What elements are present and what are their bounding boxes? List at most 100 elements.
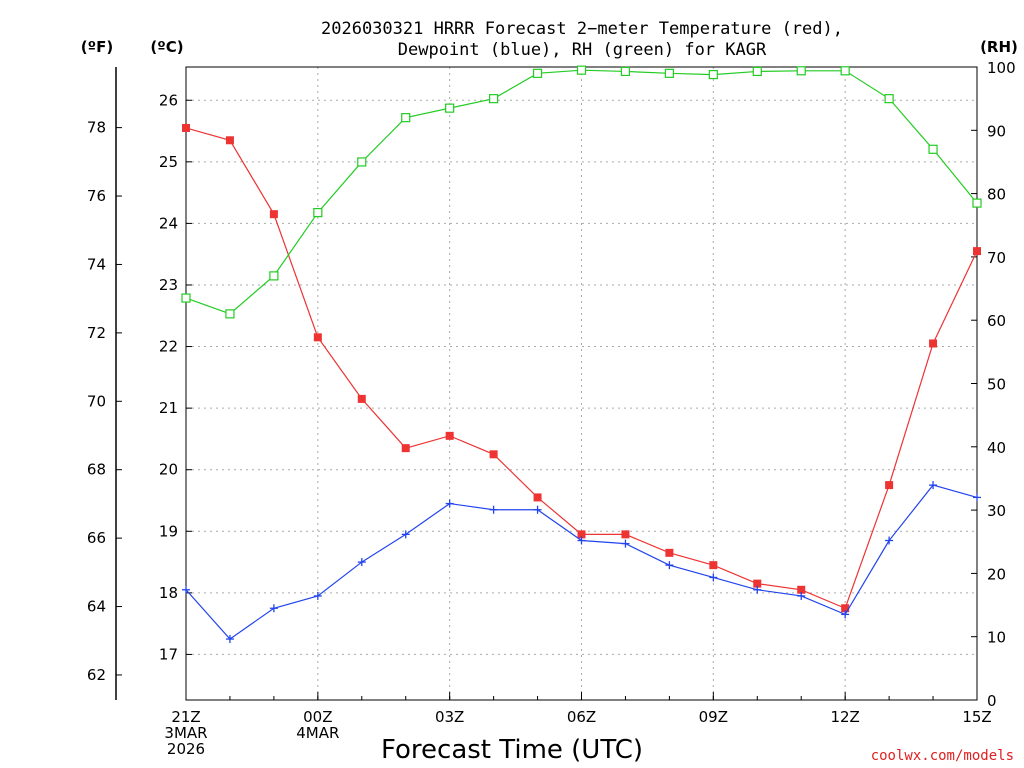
dewpoint-point (665, 561, 674, 570)
rh-point (664, 68, 674, 78)
celsius-tick-label: 20 (159, 461, 178, 479)
rh-point (532, 68, 543, 78)
x-tick-label: 09Z (699, 708, 728, 726)
rh-point (752, 66, 762, 77)
rh-point (489, 94, 499, 104)
fahrenheit-tick-label: 78 (87, 119, 106, 137)
dewpoint-point (577, 536, 586, 545)
fahrenheit-unit-label: (ºF) (81, 38, 113, 56)
rh-point (269, 271, 279, 281)
rh-point (401, 113, 411, 123)
rh-tick-label: 10 (987, 629, 1006, 647)
dewpoint-point (753, 585, 762, 594)
dewpoint-point (401, 530, 410, 539)
dewpoint-point (357, 558, 366, 567)
x-axis-label: Forecast Time (UTC) (381, 735, 643, 765)
dewpoint-point (709, 573, 718, 582)
dewpoint-point (973, 493, 981, 502)
rh-tick-label: 30 (987, 502, 1006, 520)
fahrenheit-tick-label: 74 (87, 255, 106, 273)
rh-ticks: 0 10 20 30 40 50 60 70 80 90 100 (971, 59, 1016, 710)
celsius-tick-label: 25 (159, 153, 178, 171)
dewpoint-point (885, 536, 894, 545)
temperature-point (577, 530, 586, 539)
x-tick-label: 21Z (171, 708, 200, 726)
celsius-ticks: 17 18 19 20 21 22 23 24 25 26 (159, 91, 192, 663)
temperature-point (885, 481, 894, 490)
rh-point (972, 198, 982, 208)
fahrenheit-tick-label: 64 (87, 598, 106, 616)
dewpoint-point (929, 481, 938, 490)
celsius-unit-label: (ºC) (150, 38, 183, 56)
temperature-point (621, 530, 630, 539)
temperature-point (533, 493, 542, 502)
x-tick-label: 4MAR (296, 724, 339, 742)
rh-point (313, 207, 323, 218)
temperature-point (225, 136, 234, 145)
rh-tick-label: 90 (987, 122, 1006, 140)
chart-title-line-1: 2026030321 HRRR Forecast 2−meter Tempera… (321, 19, 843, 39)
fahrenheit-tick-label: 66 (87, 529, 106, 547)
series-layer (181, 65, 982, 644)
rh-tick-label: 70 (987, 249, 1006, 267)
x-tick-label: 12Z (830, 708, 859, 726)
dewpoint-point (797, 591, 806, 600)
dewpoint-point (841, 610, 850, 619)
x-tick-label: 2026 (167, 740, 205, 758)
celsius-tick-label: 23 (159, 276, 178, 294)
temperature-point (445, 431, 454, 440)
temperature-point (313, 333, 322, 342)
celsius-tick-label: 22 (159, 338, 178, 356)
temperature-point (489, 450, 498, 459)
dewpoint-point (533, 505, 542, 514)
fahrenheit-ticks: 62 64 66 68 70 72 74 76 78 (87, 119, 122, 684)
rh-point (884, 94, 894, 104)
dewpoint-point (313, 591, 322, 600)
x-tick-label: 06Z (567, 708, 596, 726)
rh-unit-label: (RH) (980, 38, 1018, 56)
dewpoint-point (489, 505, 498, 514)
rh-tick-label: 80 (987, 186, 1006, 204)
dewpoint-point (445, 499, 454, 508)
dewpoint-point (621, 539, 630, 548)
dewpoint-series-line (185, 484, 978, 640)
site-credit: coolwx.com/models (871, 748, 1014, 764)
rh-tick-label: 40 (987, 439, 1006, 457)
rh-point (181, 293, 191, 303)
celsius-tick-label: 19 (159, 522, 178, 540)
rh-tick-label: 50 (987, 376, 1006, 394)
temperature-point (709, 561, 718, 570)
chart-title-line-2: Dewpoint (blue), RH (green) for KAGR (398, 40, 767, 60)
x-tick-label: 00Z (303, 708, 332, 726)
rh-point (225, 309, 235, 319)
celsius-tick-label: 17 (159, 645, 178, 663)
temperature-point (753, 579, 762, 588)
celsius-tick-label: 26 (159, 91, 178, 109)
temperature-point (401, 444, 410, 453)
temperature-point (357, 394, 366, 403)
temperature-point (797, 585, 806, 594)
temperature-point (665, 548, 674, 557)
fahrenheit-tick-label: 70 (87, 392, 106, 410)
fahrenheit-tick-label: 62 (87, 666, 106, 684)
rh-tick-label: 20 (987, 565, 1006, 583)
temperature-point (182, 123, 190, 132)
temperature-point (973, 247, 981, 256)
rh-point (708, 69, 718, 80)
celsius-tick-label: 21 (159, 399, 178, 417)
rh-tick-label: 0 (987, 692, 997, 710)
x-tick-label: 03Z (435, 708, 464, 726)
fahrenheit-tick-label: 68 (87, 461, 106, 479)
rh-point (928, 144, 938, 154)
fahrenheit-tick-label: 72 (87, 324, 106, 342)
rh-point (357, 157, 367, 167)
rh-tick-label: 60 (987, 312, 1006, 330)
rh-point (620, 66, 631, 77)
temperature-point (929, 339, 938, 348)
rh-point (796, 66, 806, 76)
rh-point (840, 66, 850, 76)
rh-tick-label: 100 (987, 59, 1016, 77)
dewpoint-point (225, 635, 234, 644)
